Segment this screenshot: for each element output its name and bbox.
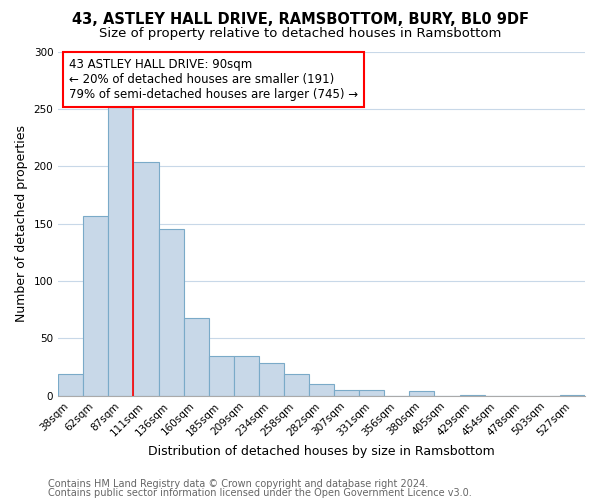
Bar	[83, 216, 109, 396]
Bar	[158, 230, 184, 396]
Text: 43 ASTLEY HALL DRIVE: 90sqm
← 20% of detached houses are smaller (191)
79% of se: 43 ASTLEY HALL DRIVE: 90sqm ← 20% of det…	[69, 58, 358, 102]
Bar	[184, 318, 209, 396]
Text: Size of property relative to detached houses in Ramsbottom: Size of property relative to detached ho…	[99, 28, 501, 40]
Bar	[560, 394, 585, 396]
Bar	[309, 384, 334, 396]
Bar	[133, 162, 158, 396]
Y-axis label: Number of detached properties: Number of detached properties	[15, 125, 28, 322]
Text: Contains public sector information licensed under the Open Government Licence v3: Contains public sector information licen…	[48, 488, 472, 498]
X-axis label: Distribution of detached houses by size in Ramsbottom: Distribution of detached houses by size …	[148, 444, 495, 458]
Text: 43, ASTLEY HALL DRIVE, RAMSBOTTOM, BURY, BL0 9DF: 43, ASTLEY HALL DRIVE, RAMSBOTTOM, BURY,…	[71, 12, 529, 28]
Bar	[359, 390, 385, 396]
Bar	[284, 374, 309, 396]
Text: Contains HM Land Registry data © Crown copyright and database right 2024.: Contains HM Land Registry data © Crown c…	[48, 479, 428, 489]
Bar	[334, 390, 359, 396]
Bar	[234, 356, 259, 396]
Bar	[259, 362, 284, 396]
Bar	[409, 391, 434, 396]
Bar	[58, 374, 83, 396]
Bar	[209, 356, 234, 396]
Bar	[460, 394, 485, 396]
Bar	[109, 106, 133, 396]
